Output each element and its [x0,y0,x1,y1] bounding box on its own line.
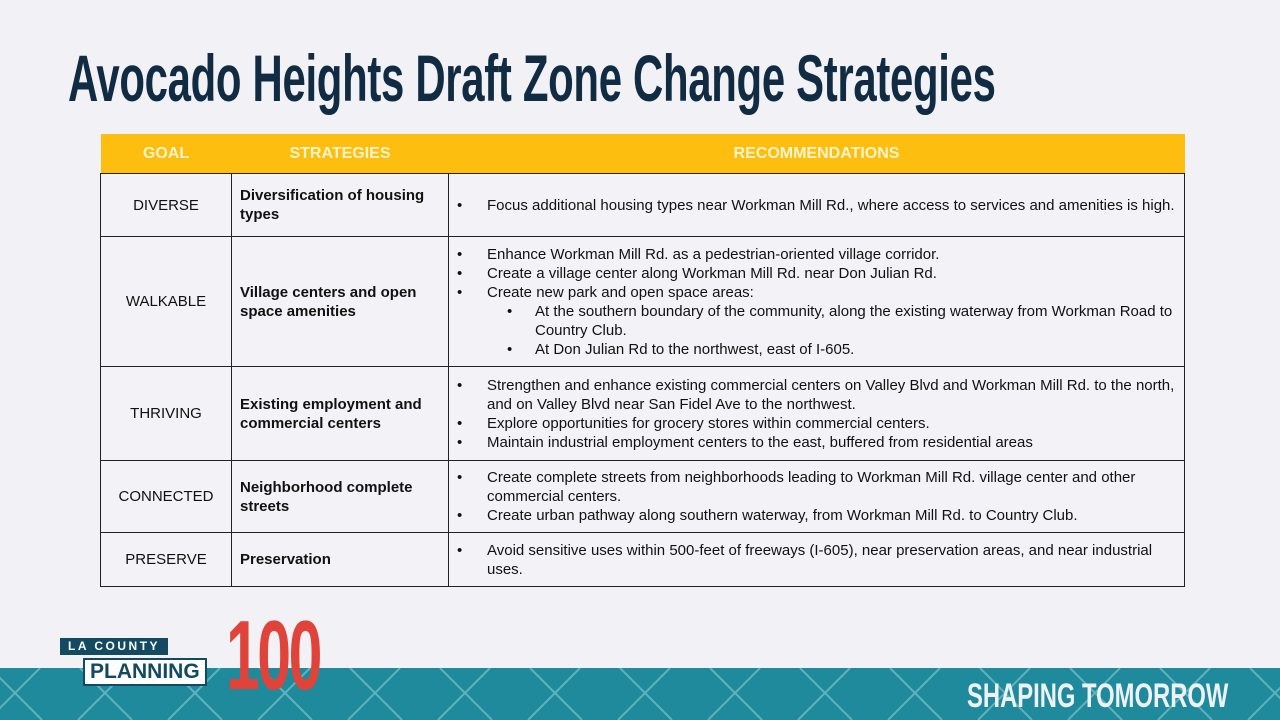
header-recommendations: RECOMMENDATIONS [448,134,1185,174]
recommendation-item: At Don Julian Rd to the northwest, east … [457,340,1176,359]
recommendation-item: Strengthen and enhance existing commerci… [457,376,1176,414]
recommendation-item: Maintain industrial employment centers t… [457,433,1176,452]
table-row: DIVERSE Diversification of housing types… [100,173,1185,237]
recommendation-item: Create complete streets from neighborhoo… [457,468,1176,506]
lattice-pattern [0,668,1280,720]
header-goal: GOAL [100,134,232,174]
goal-cell: WALKABLE [100,236,232,367]
recommendations-cell: Avoid sensitive uses within 500-feet of … [448,532,1185,587]
recommendation-item: Create a village center along Workman Mi… [457,264,1176,283]
recommendation-item: Explore opportunities for grocery stores… [457,414,1176,433]
recommendation-list: Strengthen and enhance existing commerci… [457,376,1176,452]
strategy-cell: Existing employment and commercial cente… [231,366,449,461]
recommendations-cell: Strengthen and enhance existing commerci… [448,366,1185,461]
page-title: Avocado Heights Draft Zone Change Strate… [68,41,996,115]
recommendation-item: Create new park and open space areas: [457,283,1176,302]
recommendation-item: Focus additional housing types near Work… [457,196,1176,215]
recommendation-list: Focus additional housing types near Work… [457,196,1176,215]
goal-cell: THRIVING [100,366,232,461]
table-row: THRIVING Existing employment and commerc… [100,366,1185,461]
recommendation-item: At the southern boundary of the communit… [457,302,1176,340]
logo-planning: PLANNING [83,658,207,686]
logo-100: 100 [226,600,322,710]
recommendations-cell: Create complete streets from neighborhoo… [448,460,1185,533]
table-header-row: GOAL STRATEGIES RECOMMENDATIONS [100,134,1185,174]
strategy-cell: Village centers and open space amenities [231,236,449,367]
goal-cell: PRESERVE [100,532,232,587]
strategy-cell: Neighborhood complete streets [231,460,449,533]
strategy-cell: Diversification of housing types [231,173,449,237]
footer-pattern-band [0,668,1280,720]
recommendation-item: Enhance Workman Mill Rd. as a pedestrian… [457,245,1176,264]
table-row: PRESERVE Preservation Avoid sensitive us… [100,532,1185,587]
goal-cell: DIVERSE [100,173,232,237]
recommendation-list: Enhance Workman Mill Rd. as a pedestrian… [457,245,1176,359]
table-row: CONNECTED Neighborhood complete streets … [100,460,1185,533]
header-strategies: STRATEGIES [231,134,449,174]
logo-la-county: LA COUNTY [60,638,169,655]
strategy-cell: Preservation [231,532,449,587]
tagline: SHAPING TOMORROW [966,677,1228,715]
goal-cell: CONNECTED [100,460,232,533]
table-row: WALKABLE Village centers and open space … [100,236,1185,367]
recommendations-cell: Enhance Workman Mill Rd. as a pedestrian… [448,236,1185,367]
recommendation-list: Avoid sensitive uses within 500-feet of … [457,541,1176,579]
recommendation-item: Avoid sensitive uses within 500-feet of … [457,541,1176,579]
strategies-table: GOAL STRATEGIES RECOMMENDATIONS DIVERSE … [100,134,1185,587]
recommendation-item: Create urban pathway along southern wate… [457,506,1176,525]
recommendation-list: Create complete streets from neighborhoo… [457,468,1176,525]
recommendations-cell: Focus additional housing types near Work… [448,173,1185,237]
